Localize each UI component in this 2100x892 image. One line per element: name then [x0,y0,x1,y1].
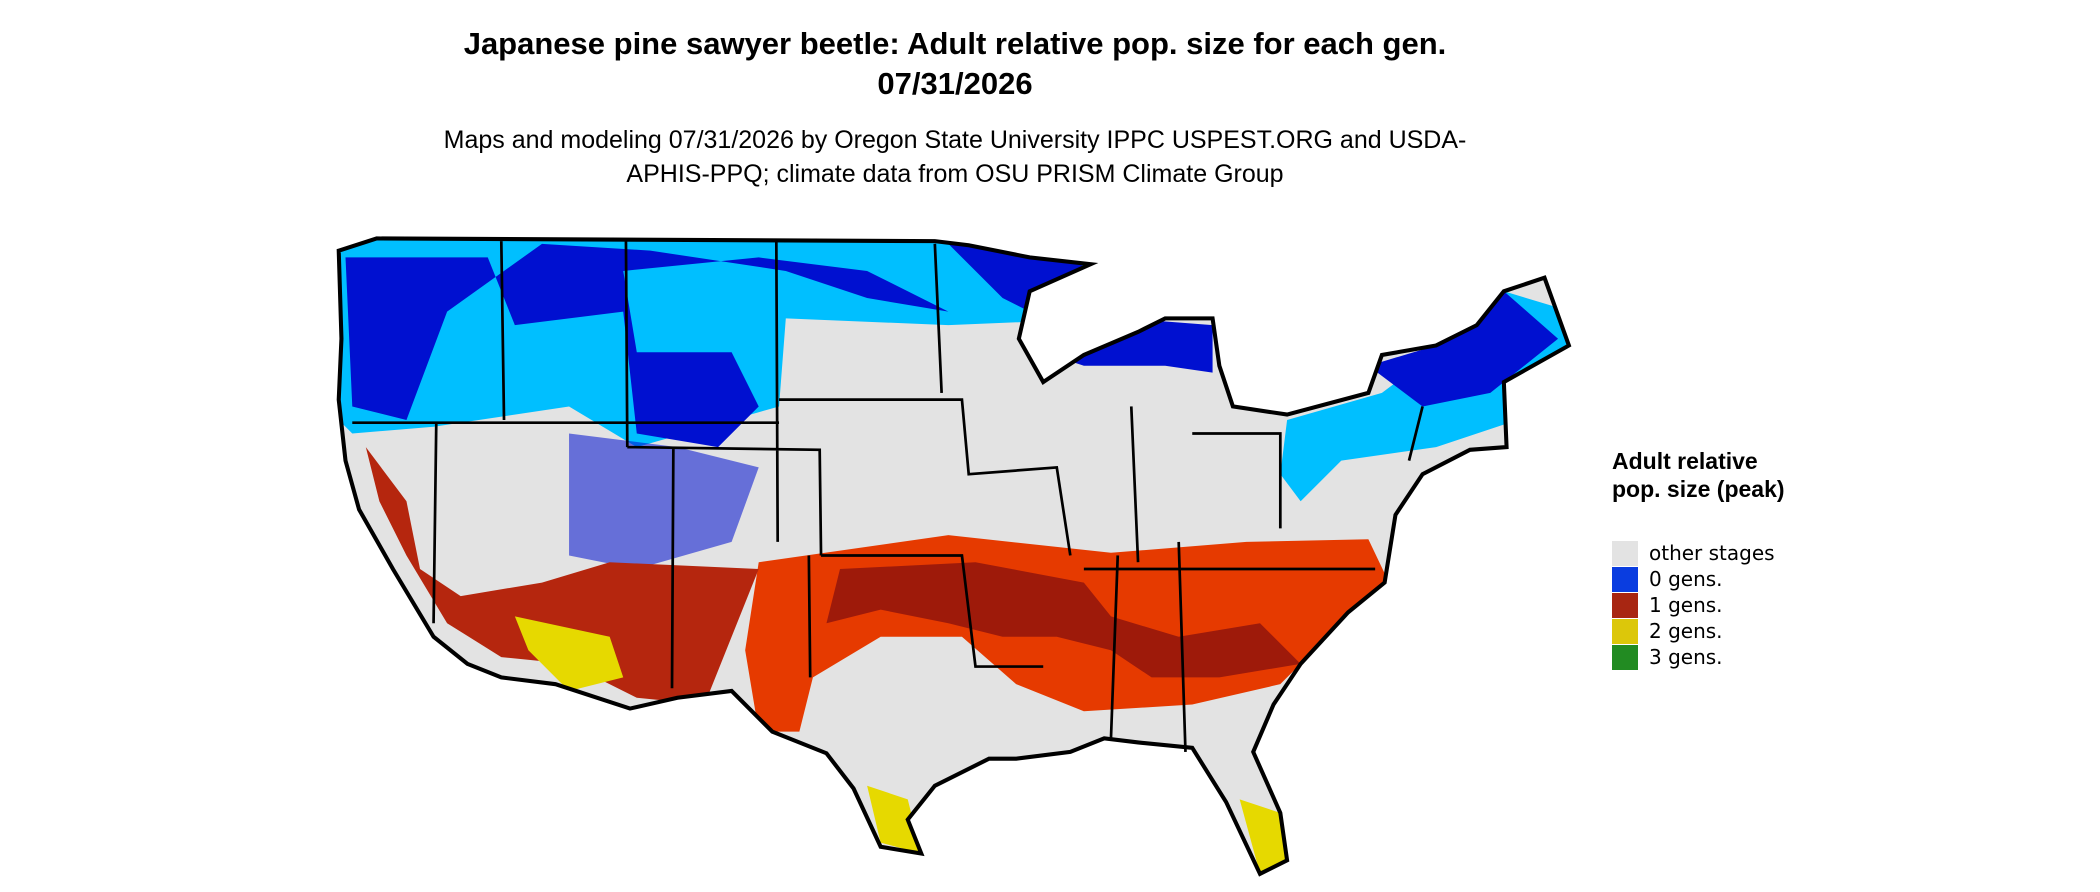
legend-label: 2 gens. [1649,619,1723,643]
legend-label: 0 gens. [1649,567,1723,591]
legend-swatch [1612,566,1638,592]
legend-swatch [1612,540,1638,566]
legend-title: Adult relative pop. size (peak) [1612,448,1785,502]
legend: other stages 0 gens. 1 gens. 2 gens. 3 gens. [1612,540,1775,670]
legend-item: 1 gens. [1612,592,1775,618]
legend-item: 2 gens. [1612,618,1775,644]
legend-swatch [1612,644,1638,670]
legend-label: other stages [1649,541,1775,565]
chart-subtitle: Maps and modeling 07/31/2026 by Oregon S… [443,126,1467,188]
legend-swatch [1612,592,1638,618]
state-lines [352,241,1424,752]
legend-label: 3 gens. [1649,645,1723,669]
chart-title: Japanese pine sawyer beetle: Adult relat… [463,26,1447,101]
legend-item: other stages [1612,540,1775,566]
legend-item: 3 gens. [1612,644,1775,670]
legend-label: 1 gens. [1649,593,1723,617]
legend-item: 0 gens. [1612,566,1775,592]
legend-swatch [1612,618,1638,644]
